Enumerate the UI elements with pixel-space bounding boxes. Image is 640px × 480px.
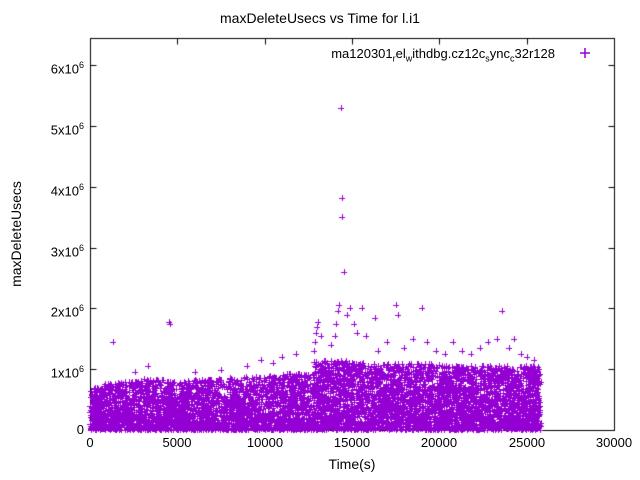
- chart: maxDeleteUsecs vs Time for l.i1 maxDelet…: [0, 0, 640, 480]
- plot-canvas: [0, 0, 640, 480]
